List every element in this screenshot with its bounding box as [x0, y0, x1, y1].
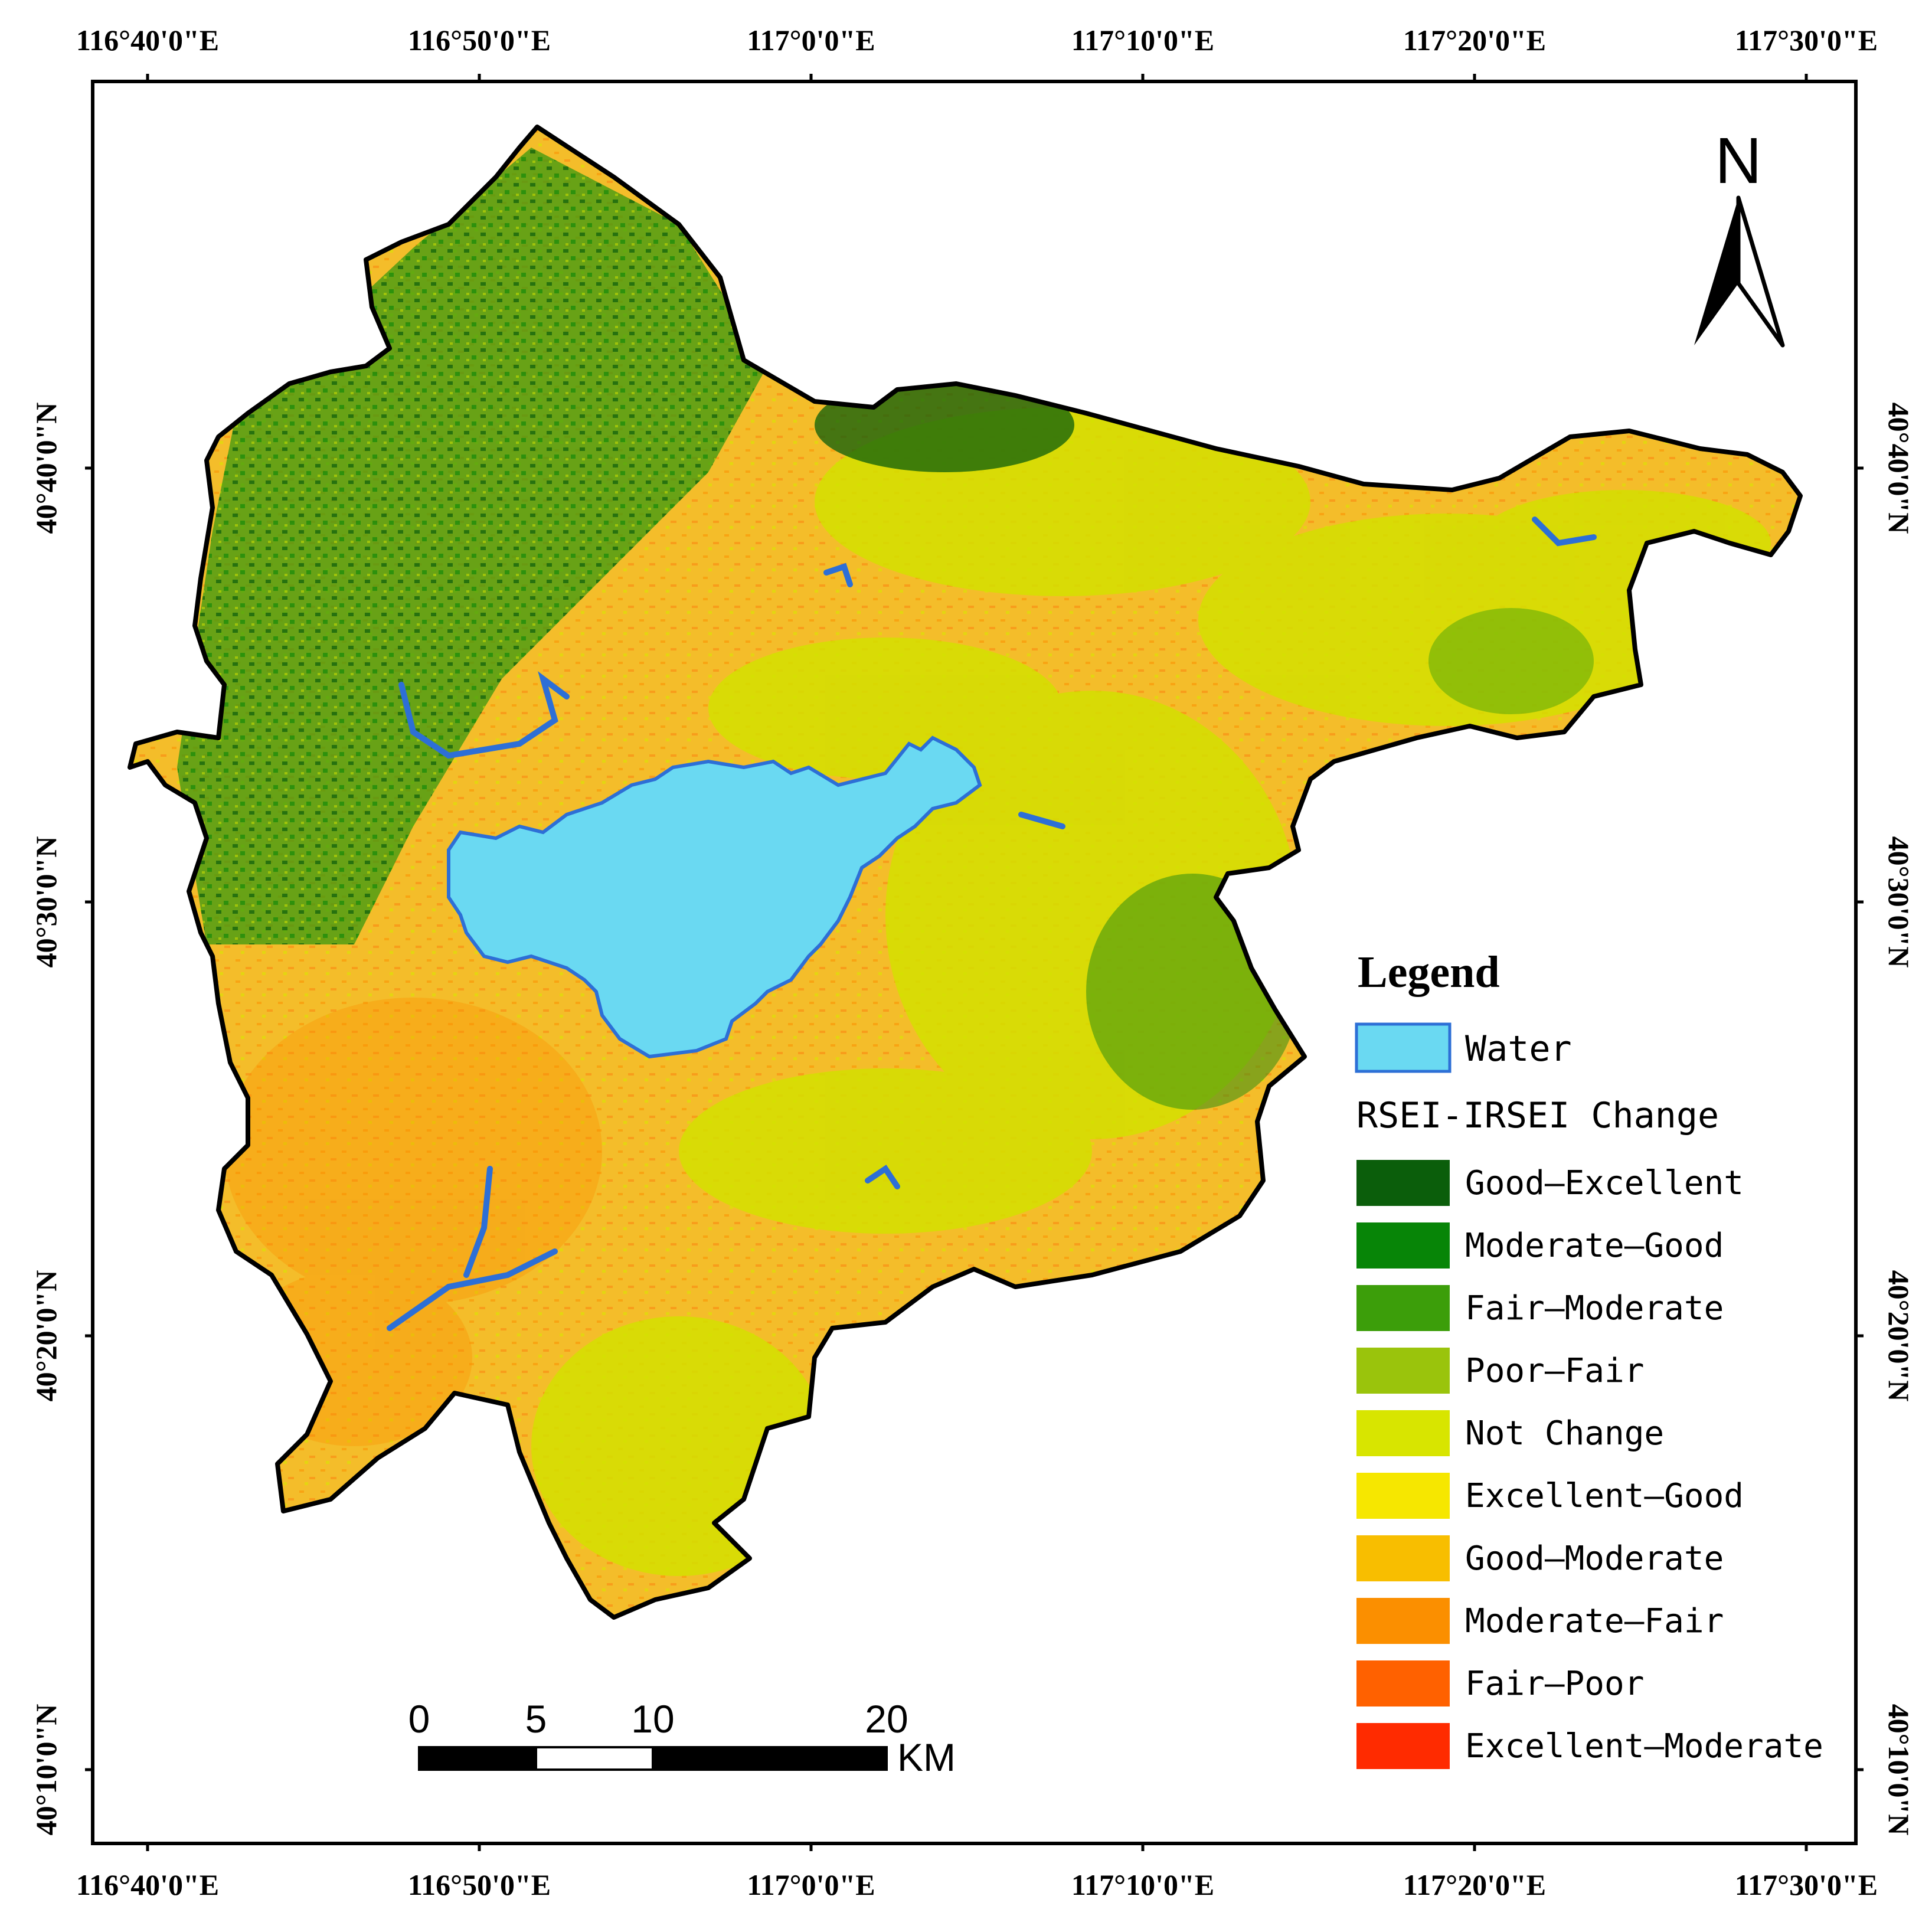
legend-class-label: Fair—Moderate: [1465, 1289, 1724, 1328]
lat-label-right: 40°30'0"N: [1882, 836, 1915, 968]
scale-segment: [418, 1746, 537, 1771]
lat-label-left: 40°30'0"N: [30, 836, 63, 968]
legend: Legend Water RSEI-IRSEI Change Good—Exce…: [1355, 947, 1823, 1769]
legend-class-swatch: [1356, 1660, 1450, 1706]
lon-label-bottom: 117°10'0"E: [1071, 1868, 1214, 1901]
scale-unit: KM: [897, 1735, 956, 1779]
lon-label-top: 117°10'0"E: [1071, 24, 1214, 57]
lat-label-right: 40°40'0"N: [1882, 403, 1915, 534]
legend-class-swatch: [1356, 1473, 1450, 1519]
scale-segment: [652, 1746, 888, 1771]
legend-class-swatch: [1356, 1598, 1450, 1644]
legend-classes: Good—Excellent Moderate—Good Fair—Moderate…: [1356, 1160, 1823, 1769]
right-latitude-labels: 40°40'0"N 40°30'0"N 40°20'0"N 40°10'0"N: [1882, 403, 1915, 1836]
lat-label-left: 40°40'0"N: [30, 403, 63, 534]
legend-class-label: Fair—Poor: [1465, 1665, 1644, 1703]
lon-label-bottom: 116°50'0"E: [408, 1868, 551, 1901]
lat-label-right: 40°10'0"N: [1882, 1704, 1915, 1836]
region-boundary: [128, 125, 1803, 1620]
legend-class-swatch: [1356, 1160, 1450, 1206]
scale-tick-label: 5: [525, 1697, 547, 1741]
legend-class-swatch: [1356, 1410, 1450, 1456]
legend-class-label: Not Change: [1465, 1414, 1664, 1453]
legend-class-swatch: [1356, 1222, 1450, 1269]
lat-label-left: 40°20'0"N: [30, 1270, 63, 1402]
legend-class-label: Excellent—Moderate: [1465, 1727, 1823, 1766]
reservoir-water: [447, 735, 982, 1059]
legend-title: Legend: [1358, 947, 1500, 997]
legend-class-label: Moderate—Good: [1465, 1227, 1724, 1265]
legend-change-title: RSEI-IRSEI Change: [1356, 1095, 1719, 1136]
lon-label-top: 116°50'0"E: [408, 24, 551, 57]
top-longitude-labels: 116°40'0"E 116°50'0"E 117°0'0"E 117°10'0…: [76, 24, 1878, 57]
left-latitude-labels: 40°40'0"N 40°30'0"N 40°20'0"N 40°10'0"N: [30, 403, 63, 1836]
lon-label-top: 116°40'0"E: [76, 24, 219, 57]
lon-label-bottom: 116°40'0"E: [76, 1868, 219, 1901]
legend-water-label: Water: [1465, 1028, 1572, 1070]
scale-tick-label: 10: [631, 1697, 674, 1741]
rivers: [387, 516, 1597, 1331]
north-label: N: [1715, 125, 1761, 197]
lat-label-right: 40°20'0"N: [1882, 1270, 1915, 1402]
lon-label-top: 117°20'0"E: [1403, 24, 1546, 57]
north-arrow-icon: N: [1694, 125, 1785, 348]
lat-label-left: 40°10'0"N: [30, 1704, 63, 1836]
legend-class-label: Poor—Fair: [1465, 1352, 1644, 1390]
scale-segment: [535, 1746, 654, 1771]
not-change-zones: [531, 407, 1771, 1576]
legend-class-swatch: [1356, 1348, 1450, 1394]
scale-tick-label: 0: [408, 1697, 430, 1741]
legend-class-label: Good—Excellent: [1465, 1164, 1744, 1202]
lon-label-bottom: 117°30'0"E: [1735, 1868, 1878, 1901]
legend-class-label: Moderate—Fair: [1465, 1602, 1724, 1640]
legend-class-swatch: [1356, 1285, 1450, 1331]
legend-class-label: Good—Moderate: [1465, 1539, 1724, 1578]
legend-class-label: Excellent—Good: [1465, 1477, 1744, 1515]
scale-bar: 0 5 10 20 KM: [408, 1697, 956, 1779]
lon-label-bottom: 117°20'0"E: [1403, 1868, 1546, 1901]
scale-tick-label: 20: [865, 1697, 908, 1741]
legend-class-swatch: [1356, 1723, 1450, 1769]
lon-label-bottom: 117°0'0"E: [747, 1868, 875, 1901]
frame-ticks: [85, 74, 1864, 1851]
bottom-longitude-labels: 116°40'0"E 116°50'0"E 117°0'0"E 117°10'0…: [76, 1868, 1878, 1901]
legend-class-swatch: [1356, 1535, 1450, 1581]
lon-label-top: 117°0'0"E: [747, 24, 875, 57]
legend-water-swatch: [1355, 1022, 1452, 1073]
lon-label-top: 117°30'0"E: [1735, 24, 1878, 57]
